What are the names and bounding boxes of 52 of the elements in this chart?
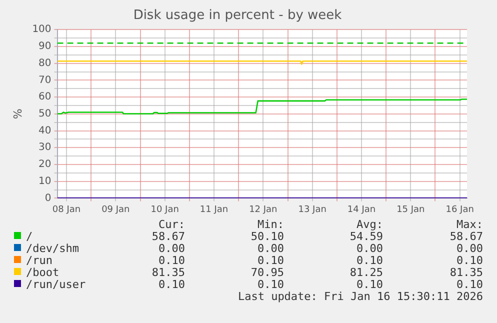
legend-label: /run (26, 254, 52, 267)
text: 0.10 (256, 254, 284, 267)
y-tick-label: 80 (38, 58, 52, 69)
text: 54.59 (348, 230, 383, 243)
text: 50.10 (250, 230, 284, 243)
y-tick-label: 90 (38, 41, 52, 52)
x-tick-label: 13 Jan (298, 204, 326, 215)
y-tick-label: 0 (44, 192, 52, 204)
legend-label: /run/user (26, 278, 86, 291)
text: 0.00 (356, 242, 383, 255)
text: Cur: (158, 218, 185, 231)
x-tick-label: 16 Jan (446, 204, 474, 215)
text: 0.10 (356, 254, 383, 267)
y-tick-label: 40 (38, 125, 52, 136)
text: 70.95 (250, 266, 284, 279)
text: 0.00 (158, 242, 185, 255)
text: 0.10 (356, 278, 383, 291)
text: 0.00 (256, 242, 284, 255)
legend-label: /boot (26, 266, 60, 279)
text: 0.10 (256, 278, 284, 291)
text: Last update: Fri Jan 16 15:30:11 2026 (238, 290, 483, 303)
y-tick-label: 10 (38, 176, 52, 187)
x-tick-label: 14 Jan (347, 204, 376, 215)
legend-label: / (26, 230, 33, 243)
text: 58.67 (150, 230, 185, 243)
y-axis-title: % (11, 108, 24, 120)
text: 81.35 (448, 266, 483, 279)
text: 0.10 (456, 278, 483, 291)
text: Avg: (356, 218, 383, 231)
text: Max: (456, 218, 483, 231)
text: 58.67 (448, 230, 483, 243)
x-tick-label: 12 Jan (249, 204, 278, 215)
y-tick-label: 70 (38, 74, 52, 86)
text: Min: (256, 218, 284, 231)
x-tick-label: 09 Jan (102, 204, 130, 215)
text: 0.00 (456, 242, 483, 255)
x-tick-label: 08 Jan (52, 204, 81, 215)
chart-title: Disk usage in percent - by week (133, 8, 342, 24)
y-tick-label: 50 (38, 108, 52, 120)
x-tick-label: 11 Jan (200, 204, 228, 215)
text: 0.10 (158, 254, 185, 267)
y-tick-label: 100 (32, 24, 52, 36)
text: 0.10 (456, 254, 483, 267)
y-tick-label: 30 (38, 142, 52, 154)
y-tick-label: 60 (38, 92, 52, 103)
text: 81.25 (348, 266, 383, 279)
x-tick-label: 10 Jan (150, 204, 179, 215)
y-tick-label: 20 (38, 159, 52, 170)
text: 81.35 (150, 266, 185, 279)
text: 0.10 (158, 278, 185, 291)
legend-label: /dev/shm (26, 242, 79, 255)
x-tick-label: 15 Jan (396, 204, 425, 215)
